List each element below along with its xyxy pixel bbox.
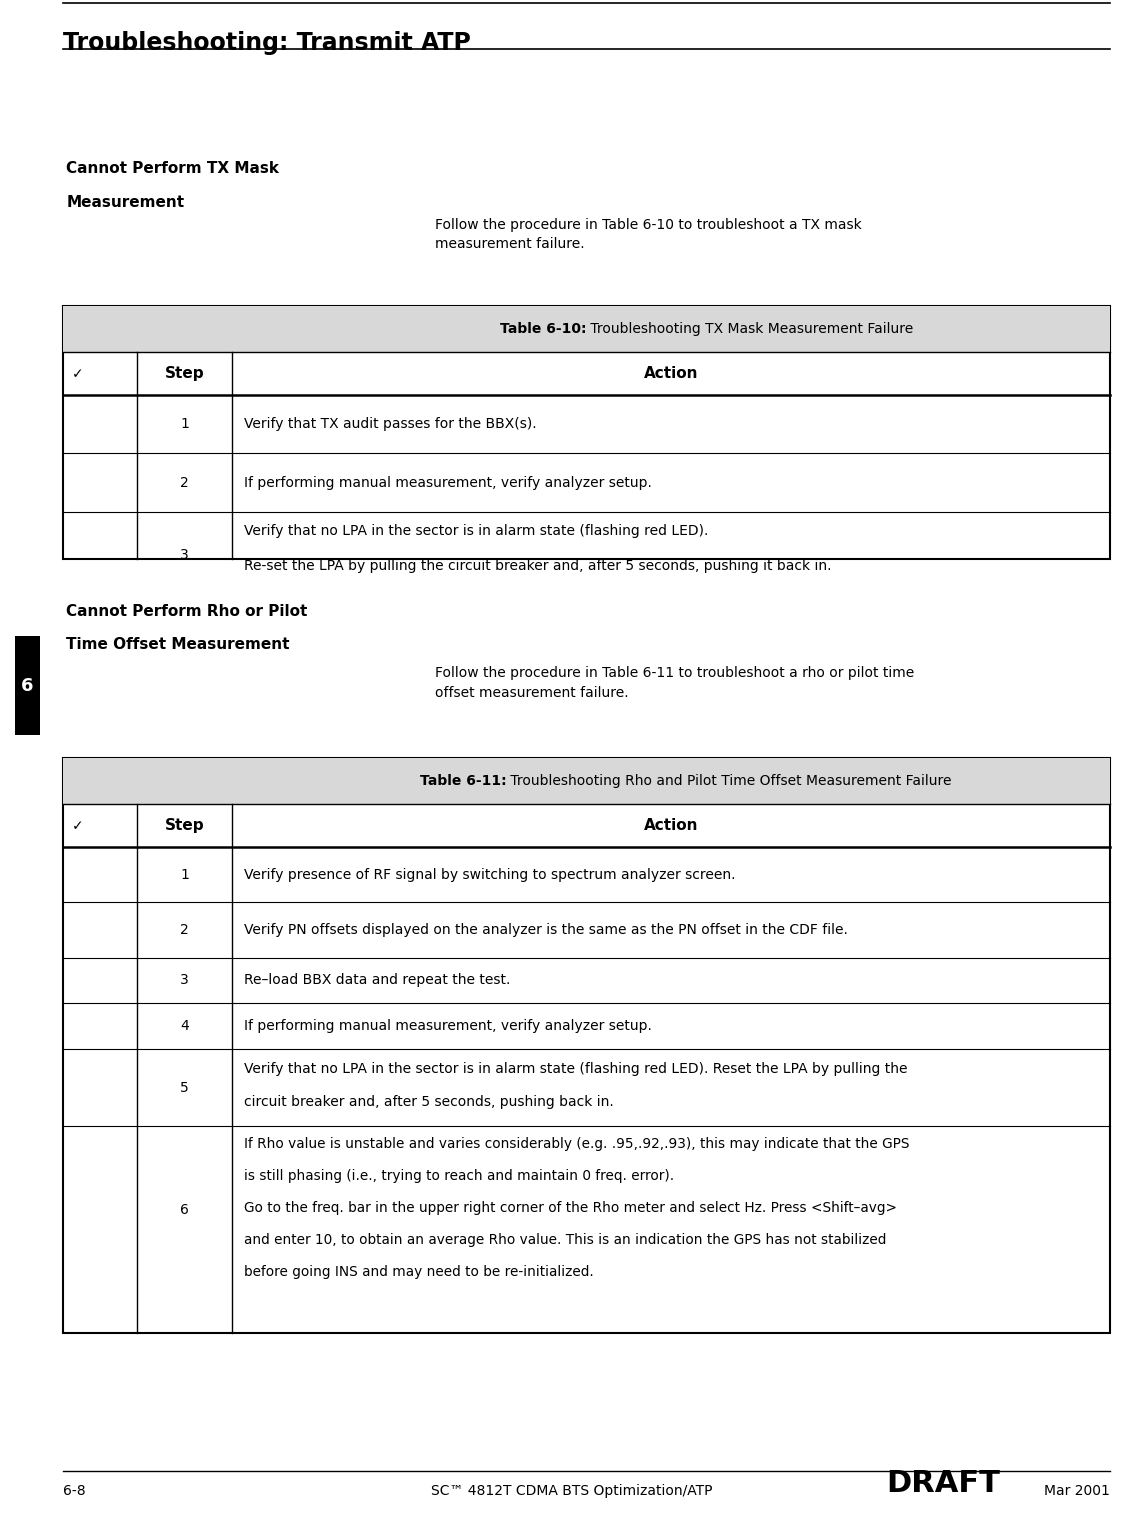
Text: Verify that TX audit passes for the BBX(s).: Verify that TX audit passes for the BBX(… [244,417,537,432]
Text: Follow the procedure in Table 6-11 to troubleshoot a rho or pilot time
offset me: Follow the procedure in Table 6-11 to tr… [435,666,914,700]
Text: ✓: ✓ [72,366,84,381]
Text: Follow the procedure in Table 6-10 to troubleshoot a TX mask
measurement failure: Follow the procedure in Table 6-10 to tr… [435,218,861,251]
Text: 5: 5 [181,1080,189,1095]
Text: Step: Step [165,366,205,381]
Text: 6: 6 [22,677,33,694]
Text: SC™ 4812T CDMA BTS Optimization/ATP: SC™ 4812T CDMA BTS Optimization/ATP [431,1485,713,1498]
Text: circuit breaker and, after 5 seconds, pushing back in.: circuit breaker and, after 5 seconds, pu… [244,1095,613,1109]
Text: Troubleshooting Rho and Pilot Time Offset Measurement Failure: Troubleshooting Rho and Pilot Time Offse… [506,774,952,789]
Text: Step: Step [165,818,205,833]
Bar [63,306,1110,352]
Text: If performing manual measurement, verify analyzer setup.: If performing manual measurement, verify… [244,475,652,490]
Text: Verify that no LPA in the sector is in alarm state (flashing red LED). Reset the: Verify that no LPA in the sector is in a… [244,1062,907,1075]
Text: Verify presence of RF signal by switching to spectrum analyzer screen.: Verify presence of RF signal by switchin… [244,867,736,882]
Text: If Rho value is unstable and varies considerably (e.g. .95,.92,.93), this may in: If Rho value is unstable and varies cons… [244,1137,909,1151]
Text: 6: 6 [181,1203,189,1218]
Text: 3: 3 [181,548,189,562]
Bar [63,306,1110,559]
Text: DRAFT: DRAFT [887,1469,1001,1498]
Text: If performing manual measurement, verify analyzer setup.: If performing manual measurement, verify… [244,1019,652,1034]
Text: Troubleshooting TX Mask Measurement Failure: Troubleshooting TX Mask Measurement Fail… [586,322,914,337]
Text: Table 6-10:: Table 6-10: [500,322,586,337]
Text: 2: 2 [181,475,189,490]
Text: and enter 10, to obtain an average Rho value. This is an indication the GPS has : and enter 10, to obtain an average Rho v… [244,1233,887,1247]
Bar [15,636,40,735]
Text: Verify that no LPA in the sector is in alarm state (flashing red LED).: Verify that no LPA in the sector is in a… [244,524,708,538]
Text: Cannot Perform TX Mask: Cannot Perform TX Mask [66,161,279,176]
Text: ✓: ✓ [72,818,84,833]
Text: 1: 1 [181,417,189,432]
Text: Cannot Perform Rho or Pilot: Cannot Perform Rho or Pilot [66,604,308,619]
Text: Action: Action [644,366,698,381]
Text: Re–load BBX data and repeat the test.: Re–load BBX data and repeat the test. [244,973,510,988]
Text: Mar 2001: Mar 2001 [1043,1485,1110,1498]
Text: before going INS and may need to be re-initialized.: before going INS and may need to be re-i… [244,1265,594,1279]
Text: Time Offset Measurement: Time Offset Measurement [66,637,289,653]
Text: Verify PN offsets displayed on the analyzer is the same as the PN offset in the : Verify PN offsets displayed on the analy… [244,922,848,938]
Text: Re-set the LPA by pulling the circuit breaker and, after 5 seconds, pushing it b: Re-set the LPA by pulling the circuit br… [244,559,832,573]
Text: Measurement: Measurement [66,195,184,210]
Text: 6-8: 6-8 [63,1485,86,1498]
Text: Table 6-11:: Table 6-11: [420,774,506,789]
Text: 4: 4 [181,1019,189,1034]
Text: Troubleshooting: Transmit ATP: Troubleshooting: Transmit ATP [63,31,471,55]
Text: Action: Action [644,818,698,833]
Text: 3: 3 [181,973,189,988]
Text: 2: 2 [181,922,189,938]
Text: 1: 1 [181,867,189,882]
Bar [63,758,1110,804]
Text: Go to the freq. bar in the upper right corner of the Rho meter and select Hz. Pr: Go to the freq. bar in the upper right c… [244,1201,897,1215]
Text: is still phasing (i.e., trying to reach and maintain 0 freq. error).: is still phasing (i.e., trying to reach … [244,1169,674,1183]
Bar [63,758,1110,1333]
